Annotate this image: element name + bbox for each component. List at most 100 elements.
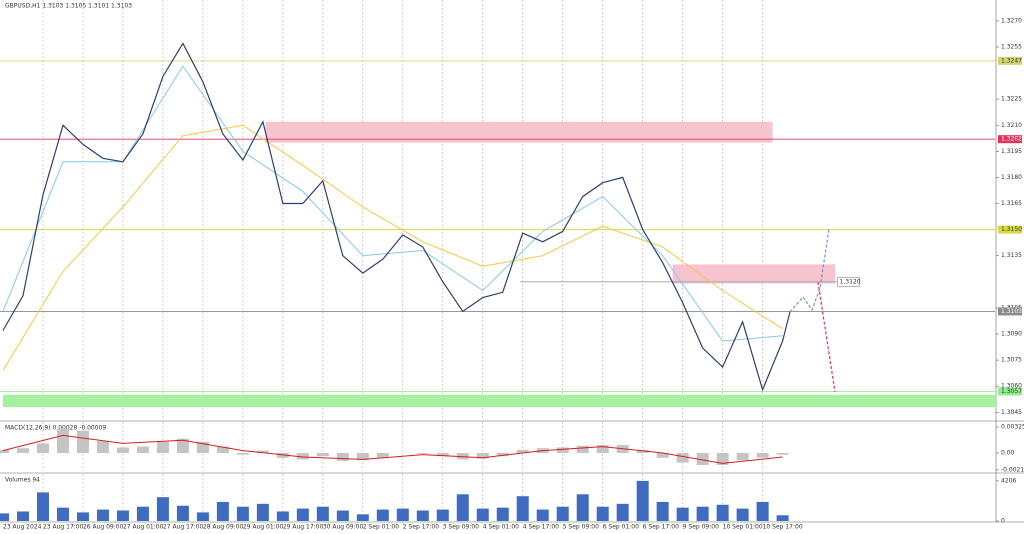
- bar: [376, 509, 389, 521]
- bar: [216, 446, 229, 454]
- bar: [256, 503, 269, 521]
- bar: [276, 511, 289, 521]
- bar: [436, 509, 449, 521]
- bar: [556, 506, 569, 521]
- bar: [16, 511, 29, 521]
- bar: [496, 453, 509, 457]
- y-tick-label: 0.00: [1001, 450, 1015, 457]
- bar: [56, 429, 69, 454]
- bar: [476, 453, 489, 459]
- zone: [3, 394, 995, 408]
- x-tick-label: 23 Aug 2024: [3, 524, 42, 531]
- bar: [316, 453, 329, 457]
- x-tick-label: 29 Aug 01:00: [243, 524, 284, 531]
- bar: [676, 507, 689, 521]
- bar: [336, 453, 349, 462]
- bar: [696, 453, 709, 466]
- level-label: 1.3247: [1001, 57, 1022, 64]
- signal-line: [2, 434, 783, 464]
- bar: [36, 492, 49, 521]
- y-tick-label: 1.3225: [1001, 96, 1022, 103]
- y-tick-label: 0: [1001, 518, 1005, 525]
- bar: [236, 506, 249, 521]
- level-label: 1.3120: [840, 278, 861, 285]
- bar: [116, 447, 129, 454]
- bar: [196, 441, 209, 454]
- y-tick-label: 1.3255: [1001, 43, 1022, 50]
- x-tick-label: 27 Aug 01:00: [123, 524, 164, 531]
- x-tick-label: 6 Sep 01:00: [603, 524, 639, 531]
- x-tick-label: 3 Sep 09:00: [443, 524, 479, 531]
- bar: [76, 430, 89, 454]
- forecast-up: [789, 228, 830, 313]
- bar: [676, 453, 689, 463]
- bar: [776, 515, 789, 521]
- bar: [396, 508, 409, 521]
- bar: [736, 453, 749, 461]
- x-tick-label: 23 Aug 17:00: [43, 524, 84, 531]
- y-tick-label: 1.3195: [1001, 148, 1022, 155]
- bar: [296, 453, 309, 460]
- bar: [336, 510, 349, 521]
- y-tick-label: 1.3210: [1001, 122, 1022, 129]
- bar: [136, 506, 149, 521]
- level-label: 1.3150: [1001, 226, 1022, 233]
- x-tick-label: 26 Aug 09:00: [83, 524, 124, 531]
- bar: [516, 449, 529, 454]
- bar: [416, 510, 429, 521]
- bar: [576, 445, 589, 454]
- x-tick-label: 10 Sep 01:00: [723, 524, 763, 531]
- y-tick-label: 1.3090: [1001, 331, 1022, 338]
- y-tick-label: 1.3270: [1001, 17, 1022, 24]
- bar: [756, 453, 769, 458]
- bar: [636, 449, 649, 454]
- y-tick-label: 0.00325: [1001, 424, 1024, 431]
- bar: [356, 453, 369, 461]
- x-tick-label: 27 Aug 17:00: [163, 524, 204, 531]
- y-tick-label: 1.3135: [1001, 252, 1022, 259]
- panel-title: MACD(12,26,9) 0.00028 -0.00009: [5, 425, 106, 432]
- panel-title: GBPUSD,H1 1.3103 1.3105 1.3101 1.3103: [5, 3, 132, 10]
- x-tick-label: 5 Sep 09:00: [563, 524, 599, 531]
- bar: [216, 501, 229, 521]
- bar: [236, 453, 249, 455]
- x-tick-label: 6 Sep 17:00: [643, 524, 679, 531]
- level-label-box: [837, 277, 860, 287]
- price-line: [2, 42, 791, 392]
- bar: [376, 453, 389, 458]
- level-label: 1.3103: [1001, 308, 1022, 315]
- bar: [116, 510, 129, 521]
- bar: [736, 508, 749, 521]
- bar: [776, 453, 789, 455]
- bar: [96, 509, 109, 521]
- panel-title: Volumes 94: [5, 477, 40, 484]
- x-tick-label: 4 Sep 01:00: [483, 524, 519, 531]
- bar: [196, 512, 209, 521]
- bar: [656, 453, 669, 458]
- bar: [56, 507, 69, 521]
- bar: [556, 447, 569, 454]
- x-tick-label: 9 Sep 09:00: [683, 524, 719, 531]
- bar: [596, 506, 609, 521]
- bar: [716, 453, 729, 466]
- bar: [576, 494, 589, 521]
- bar: [256, 450, 269, 454]
- bar: [716, 504, 729, 521]
- bar: [36, 443, 49, 454]
- zone: [672, 264, 836, 284]
- bar: [156, 441, 169, 454]
- bar: [296, 508, 309, 521]
- y-tick-label: -0.00211: [1001, 466, 1024, 473]
- bar: [696, 506, 709, 521]
- bar: [356, 514, 369, 521]
- x-tick-label: 29 Aug 17:00: [283, 524, 324, 531]
- bar: [616, 503, 629, 521]
- bar: [276, 453, 289, 458]
- bar: [456, 494, 469, 521]
- level-label: 1.3202: [1001, 136, 1022, 143]
- level-label-box: [998, 225, 1022, 234]
- bar: [436, 453, 449, 457]
- bar: [156, 497, 169, 521]
